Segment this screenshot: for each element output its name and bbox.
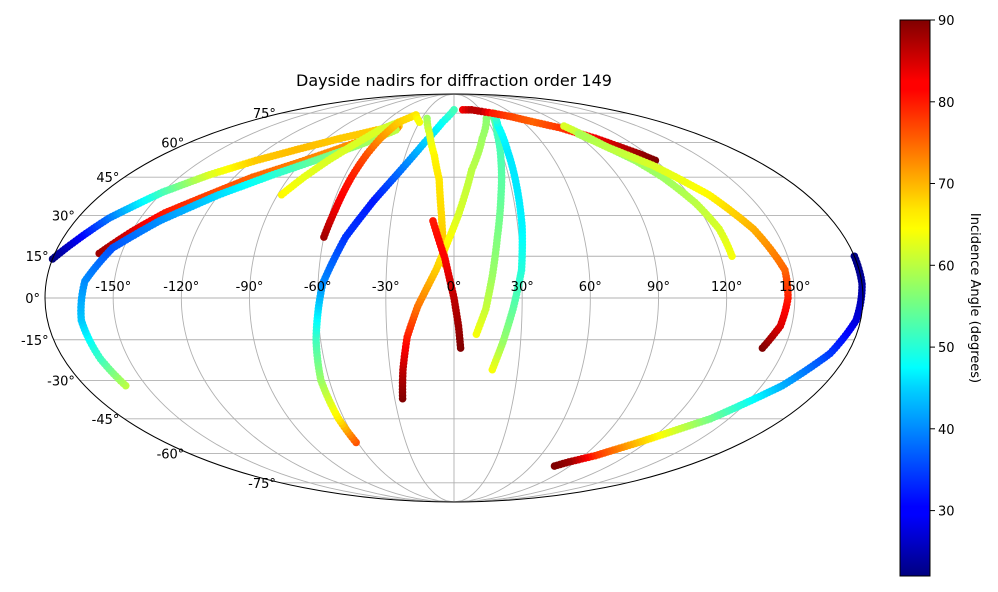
colorbar-ticks: 30 40 50 60 70 80 90 bbox=[930, 14, 955, 520]
colorbar-tick-label: 80 bbox=[938, 96, 955, 111]
longitude-tick-label: -90° bbox=[236, 280, 264, 295]
data-point bbox=[450, 106, 458, 114]
latitude-tick-label: -60° bbox=[157, 448, 185, 463]
longitude-tick-label: 60° bbox=[579, 280, 602, 295]
longitude-tick-label: 150° bbox=[779, 280, 810, 295]
data-point bbox=[415, 118, 424, 126]
colorbar-tick-label: 70 bbox=[938, 178, 955, 193]
latitude-tick-label: 75° bbox=[253, 107, 276, 122]
longitude-tick-label: 120° bbox=[711, 280, 742, 295]
latitude-tick-label: 45° bbox=[96, 171, 119, 186]
data-point bbox=[560, 122, 568, 130]
latitude-tick-label: -15° bbox=[21, 334, 49, 349]
data-point bbox=[429, 217, 437, 225]
colorbar-gradient bbox=[899, 19, 931, 577]
longitude-tick-label: -60° bbox=[304, 280, 332, 295]
colorbar-tick-label: 30 bbox=[938, 505, 955, 520]
chart-title: Dayside nadirs for diffraction order 149 bbox=[296, 71, 612, 90]
longitude-tick-label: 0° bbox=[447, 280, 462, 295]
colorbar-tick-label: 60 bbox=[938, 259, 955, 274]
data-point bbox=[574, 130, 583, 138]
axis-tick-labels: -150° -120° -90° -60° -30° 0° 30° 60° 90° 120° 150… bbox=[21, 107, 810, 492]
latitude-tick-label: -45° bbox=[92, 413, 120, 428]
latitude-tick-label: 0° bbox=[25, 292, 40, 307]
latitude-tick-label: -75° bbox=[248, 477, 276, 492]
longitude-tick-label: -30° bbox=[372, 280, 400, 295]
colorbar-tick-label: 50 bbox=[938, 341, 955, 356]
latitude-tick-label: 60° bbox=[161, 137, 184, 152]
colorbar: 30 40 50 60 70 80 90 Incidence Angle (degrees) bbox=[899, 14, 982, 577]
colorbar-tick-label: 90 bbox=[938, 14, 955, 29]
latitude-tick-label: 30° bbox=[52, 210, 75, 225]
longitude-tick-label: -150° bbox=[95, 280, 131, 295]
colorbar-label: Incidence Angle (degrees) bbox=[967, 213, 982, 383]
data-point bbox=[550, 462, 559, 470]
colorbar-tick-label: 40 bbox=[938, 423, 955, 438]
latitude-tick-label: 15° bbox=[26, 250, 49, 265]
longitude-tick-label: 30° bbox=[511, 280, 534, 295]
latitude-tick-label: -30° bbox=[47, 374, 75, 389]
data-points bbox=[44, 93, 866, 503]
longitude-tick-label: -120° bbox=[163, 280, 199, 295]
map-outline bbox=[44, 93, 864, 503]
longitude-tick-label: 90° bbox=[647, 280, 670, 295]
